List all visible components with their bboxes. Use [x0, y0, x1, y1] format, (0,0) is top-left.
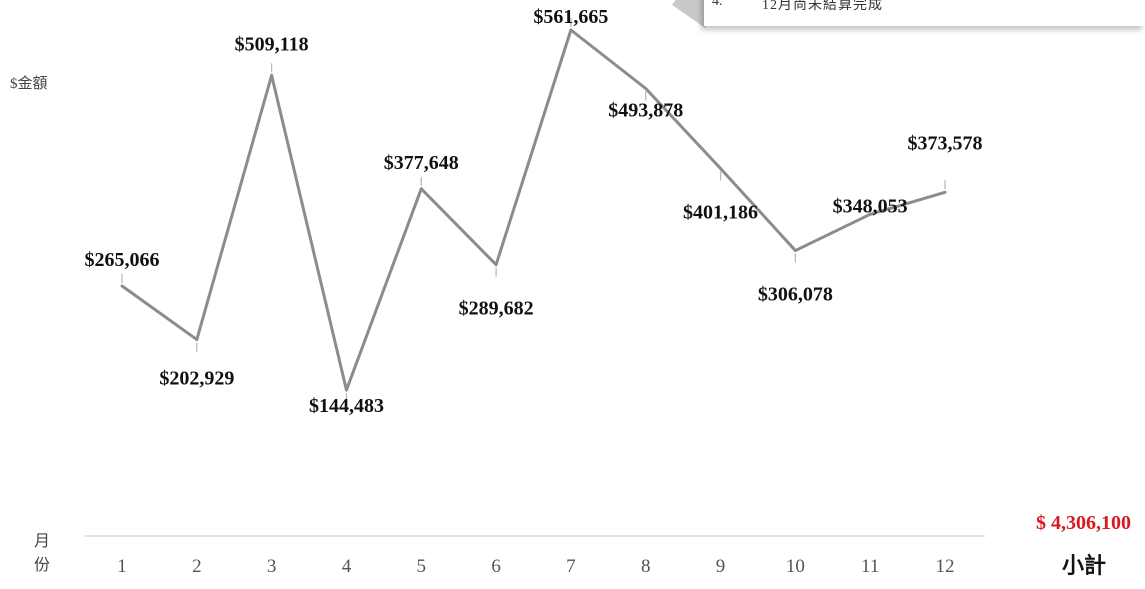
- data-label: $265,066: [85, 249, 160, 271]
- x-tick-label: 2: [192, 556, 202, 577]
- x-tick-label: 12: [936, 556, 955, 577]
- x-tick-label: 5: [417, 556, 427, 577]
- subtotal-value: $ 4,306,100: [1036, 512, 1131, 534]
- data-label: $306,078: [758, 284, 833, 306]
- line-segment: [569, 28, 648, 90]
- note-text: 12月尚未結算完成: [762, 0, 883, 13]
- line-segment: [719, 166, 797, 253]
- line-segment: [419, 187, 498, 267]
- line-segment: [494, 28, 573, 267]
- note-number: 4.: [712, 0, 723, 9]
- x-tick-label: 11: [861, 556, 879, 577]
- data-label: $202,929: [159, 368, 234, 390]
- x-tick-label: 7: [566, 556, 576, 577]
- x-tick-label: 9: [716, 556, 726, 577]
- y-axis-label: $金額: [10, 76, 48, 92]
- line-segment: [793, 212, 872, 253]
- data-labels: $265,066 $202,929 $509,118 $144,483 $377,648…: [85, 6, 983, 417]
- x-tick-labels: 1 2 3 4 5 6 7 8 9 10 11 12: [117, 556, 954, 577]
- x-tick-label: 6: [491, 556, 501, 577]
- x-tick-label: 4: [342, 556, 352, 577]
- line-segment: [120, 284, 199, 342]
- data-label: $289,682: [459, 298, 534, 320]
- x-axis-label: 月份: [34, 533, 51, 574]
- data-label: $561,665: [533, 6, 608, 28]
- x-tick-label: 8: [641, 556, 651, 577]
- line-segment: [644, 86, 723, 170]
- data-label: $401,186: [683, 201, 758, 223]
- data-label: $509,118: [235, 33, 309, 55]
- line-segment: [868, 190, 947, 216]
- data-label: $373,578: [908, 132, 983, 154]
- note-box: [704, 0, 1145, 26]
- data-label: $144,483: [309, 395, 384, 417]
- line-segment: [195, 73, 274, 342]
- x-tick-label: 3: [267, 556, 277, 577]
- data-label: $493,878: [608, 99, 683, 121]
- data-label: $348,053: [833, 195, 908, 217]
- line-segment: [344, 187, 423, 392]
- x-tick-label: 10: [786, 556, 805, 577]
- x-tick-label: 1: [117, 556, 127, 577]
- data-label: $377,648: [384, 152, 459, 174]
- subtotal-label: 小計: [1062, 554, 1107, 579]
- label-leaders: [121, 18, 946, 402]
- line-segment: [270, 73, 348, 392]
- series-line: [120, 28, 947, 392]
